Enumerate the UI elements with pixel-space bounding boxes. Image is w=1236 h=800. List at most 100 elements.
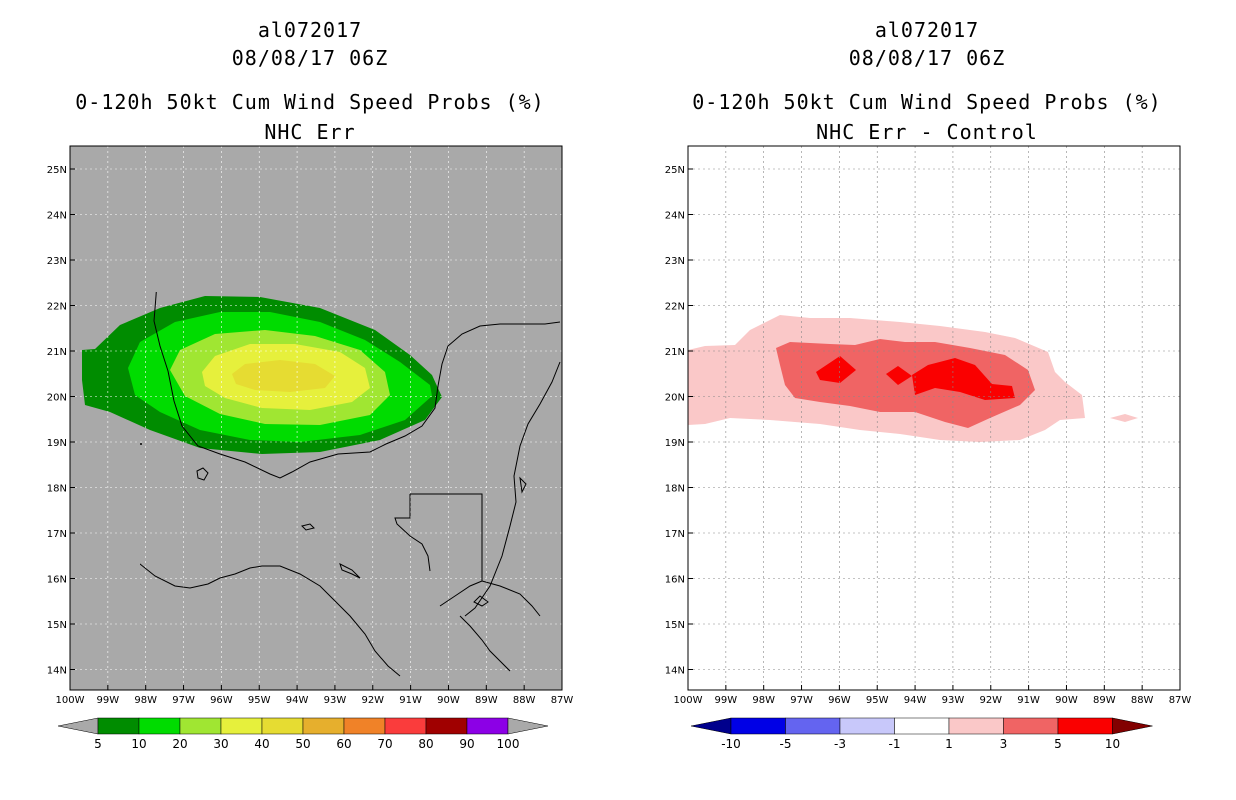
- colorbar-label: 90: [459, 737, 474, 751]
- colorbar-swatch: [220, 717, 263, 735]
- left-grid: [70, 146, 562, 690]
- right-chart-subtitle: NHC Err - Control: [816, 120, 1038, 144]
- lon-tick-label: 88W: [1131, 695, 1154, 706]
- lat-tick-label: 22N: [47, 302, 67, 313]
- colorbar-right-arrow: [507, 717, 549, 735]
- right-chart-title: 0-120h 50kt Cum Wind Speed Probs (%): [692, 90, 1162, 114]
- colorbar-swatch: [179, 717, 222, 735]
- colorbar-label: 50: [295, 737, 310, 751]
- lat-tick-label: 22N: [665, 302, 685, 313]
- colorbar-label: -1: [889, 737, 901, 751]
- lat-tick-label: 25N: [47, 165, 67, 176]
- lon-tick-label: 91W: [399, 695, 422, 706]
- left-probability-contours: [82, 296, 442, 454]
- right-contour-1b: [1110, 414, 1138, 422]
- right-axis-ticks: 100W 99W 98W 97W 96W 95W 94W 93W 92W 91W 90W 89W 88W…: [665, 165, 1192, 706]
- right-difference-contours: [688, 315, 1138, 442]
- colorbar-swatch: [302, 717, 345, 735]
- colorbar-swatch: [261, 717, 304, 735]
- colorbar-label: 30: [213, 737, 228, 751]
- lon-tick-label: 91W: [1017, 695, 1040, 706]
- colorbar-swatch: [894, 717, 950, 735]
- colorbar-label: 5: [1054, 737, 1062, 751]
- right-contour-5b: [886, 366, 912, 385]
- lat-tick-label: 24N: [665, 211, 685, 222]
- lon-tick-label: 94W: [904, 695, 927, 706]
- lon-tick-label: 97W: [172, 695, 195, 706]
- lat-tick-label: 23N: [665, 256, 685, 267]
- right-map-frame: [687, 145, 1181, 691]
- lat-tick-label: 20N: [47, 393, 67, 404]
- lon-tick-label: 100W: [56, 695, 85, 706]
- lon-tick-label: 96W: [828, 695, 851, 706]
- colorbar-label: -5: [780, 737, 792, 751]
- colorbar-label: 1: [945, 737, 953, 751]
- right-map-panel: 100W 99W 98W 97W 96W 95W 94W 93W 92W 91W 90W 89W 88W…: [665, 145, 1192, 706]
- lat-tick-label: 18N: [665, 484, 685, 495]
- colorbar-label: -3: [834, 737, 846, 751]
- colorbar-label: 70: [377, 737, 392, 751]
- lat-tick-label: 21N: [665, 347, 685, 358]
- colorbar-label: 60: [336, 737, 351, 751]
- lat-tick-label: 15N: [47, 620, 67, 631]
- colorbar-label: 80: [418, 737, 433, 751]
- lon-tick-label: 89W: [475, 695, 498, 706]
- colorbar-label: 5: [94, 737, 102, 751]
- lon-tick-label: 93W: [324, 695, 347, 706]
- lon-tick-label: 92W: [979, 695, 1002, 706]
- right-storm-id: al072017: [874, 18, 980, 42]
- colorbar-left-arrow: [57, 717, 99, 735]
- right-contour-5a: [816, 356, 856, 383]
- left-axis-ticks: 100W 99W 98W 97W 96W 95W 94W 93W 92W 91W 90W 89W 88W…: [47, 165, 574, 706]
- colorbar-swatch: [1057, 717, 1113, 735]
- lat-tick-label: 17N: [665, 529, 685, 540]
- lat-tick-label: 24N: [47, 211, 67, 222]
- left-contour-40: [232, 360, 335, 392]
- lon-tick-label: 100W: [674, 695, 703, 706]
- lon-tick-label: 98W: [134, 695, 157, 706]
- lon-tick-label: 98W: [752, 695, 775, 706]
- lat-tick-label: 14N: [47, 666, 67, 677]
- lat-tick-label: 19N: [47, 438, 67, 449]
- lat-tick-label: 21N: [47, 347, 67, 358]
- lat-tick-label: 20N: [665, 393, 685, 404]
- right-colorbar: -10 -5 -3 -1 1 3 5 10: [690, 717, 1153, 751]
- left-map-panel: 100W 99W 98W 97W 96W 95W 94W 93W 92W 91W 90W 89W 88W…: [47, 145, 574, 706]
- lat-tick-label: 17N: [47, 529, 67, 540]
- colorbar-swatch: [138, 717, 181, 735]
- colorbar-swatch: [839, 717, 895, 735]
- lat-tick-label: 16N: [665, 575, 685, 586]
- left-chart-subtitle: NHC Err: [264, 120, 356, 144]
- lon-tick-label: 92W: [361, 695, 384, 706]
- colorbar-swatch: [384, 717, 427, 735]
- colorbar-label: 10: [131, 737, 146, 751]
- colorbar-right-arrow: [1112, 717, 1153, 735]
- lon-tick-label: 90W: [1055, 695, 1078, 706]
- left-chart-title: 0-120h 50kt Cum Wind Speed Probs (%): [75, 90, 545, 114]
- colorbar-swatch: [948, 717, 1004, 735]
- colorbar-swatch: [97, 717, 140, 735]
- colorbar-left-arrow: [690, 717, 732, 735]
- colorbar-label: 40: [254, 737, 269, 751]
- lon-tick-label: 94W: [286, 695, 309, 706]
- lon-tick-label: 97W: [790, 695, 813, 706]
- colorbar-label: 20: [172, 737, 187, 751]
- colorbar-swatch: [466, 717, 509, 735]
- lon-tick-label: 99W: [97, 695, 120, 706]
- colorbar-swatch: [785, 717, 841, 735]
- right-contour-5c: [912, 358, 1015, 400]
- lat-tick-label: 25N: [665, 165, 685, 176]
- right-grid: [688, 146, 1180, 690]
- colorbar-label: 100: [497, 737, 520, 751]
- colorbar-swatch: [343, 717, 386, 735]
- colorbar-label: 3: [1000, 737, 1008, 751]
- lon-tick-label: 87W: [1169, 695, 1192, 706]
- lon-tick-label: 95W: [248, 695, 271, 706]
- lat-tick-label: 18N: [47, 484, 67, 495]
- lon-tick-label: 99W: [715, 695, 738, 706]
- lon-tick-label: 89W: [1093, 695, 1116, 706]
- lat-tick-label: 19N: [665, 438, 685, 449]
- colorbar-swatch: [1003, 717, 1059, 735]
- left-map-frame: [69, 145, 563, 691]
